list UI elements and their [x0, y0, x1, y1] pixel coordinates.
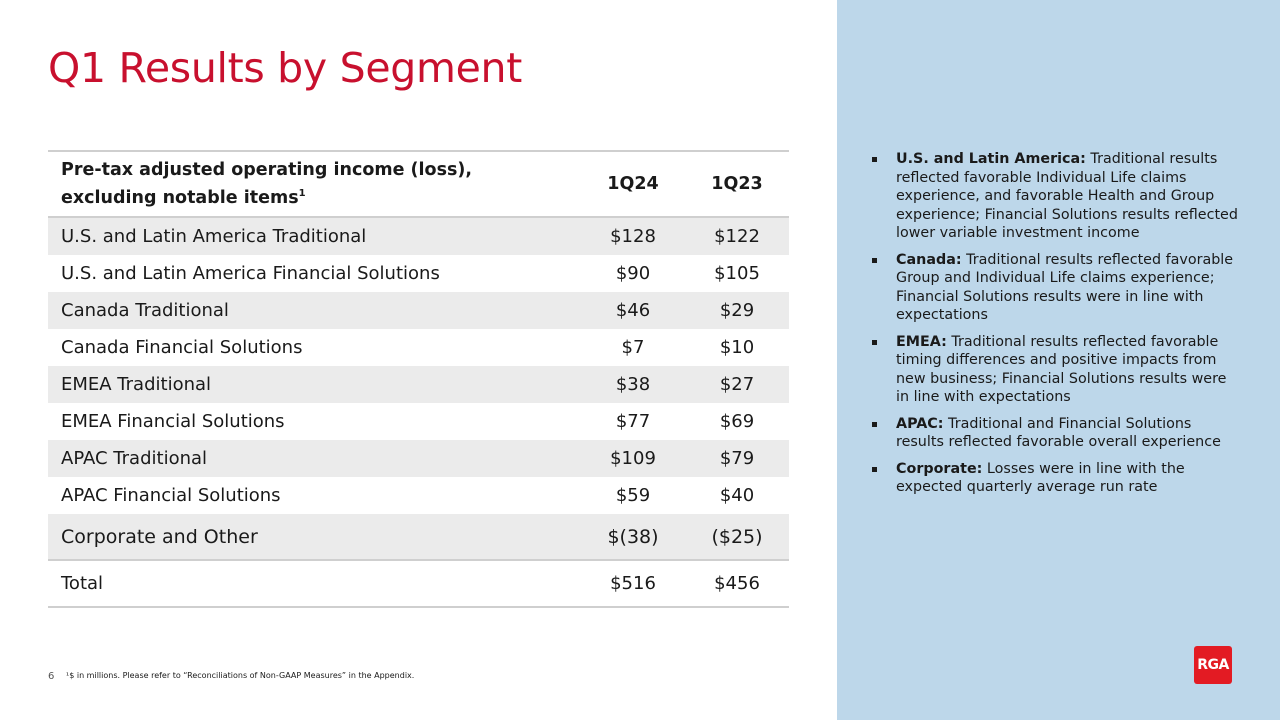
header-col-1q24: 1Q24: [607, 174, 659, 194]
row-value-1q24: $(38): [607, 525, 659, 548]
commentary-heading: EMEA:: [896, 333, 947, 350]
rga-logo: RGA: [1194, 646, 1232, 684]
table-row: U.S. and Latin America Traditional $128 …: [48, 218, 789, 255]
row-label: EMEA Traditional: [61, 374, 212, 395]
commentary-text: Losses were in line with the expected qu…: [896, 460, 1185, 496]
commentary-text: Traditional results reflected favorable …: [896, 333, 1227, 406]
bullet-icon: [872, 466, 877, 472]
header-label-line1: Pre-tax adjusted operating income (loss)…: [61, 159, 473, 180]
table-header: Pre-tax adjusted operating income (loss)…: [48, 152, 789, 218]
row-value-1q24: $516: [610, 573, 656, 594]
bullet-icon: [872, 257, 877, 263]
commentary-heading: Corporate:: [896, 460, 983, 477]
row-value-1q24: $90: [615, 263, 651, 284]
row-value-1q24: $128: [610, 226, 656, 247]
row-label: Canada Financial Solutions: [61, 337, 303, 358]
row-label: Canada Traditional: [61, 300, 229, 321]
commentary-item: Corporate: Losses were in line with the …: [870, 460, 1240, 497]
row-label: Corporate and Other: [61, 525, 258, 548]
row-label: APAC Financial Solutions: [61, 485, 281, 506]
commentary-text: Traditional results reflected favorable …: [896, 151, 1238, 241]
row-label: Total: [61, 573, 104, 594]
table-row-corporate: Corporate and Other $(38) ($25): [48, 514, 789, 561]
row-value-1q24: $7: [621, 337, 645, 358]
commentary-list: U.S. and Latin America: Traditional resu…: [870, 150, 1240, 505]
results-table: Pre-tax adjusted operating income (loss)…: [48, 150, 789, 608]
table-row: EMEA Financial Solutions $77 $69: [48, 403, 789, 440]
commentary-item: EMEA: Traditional results reflected favo…: [870, 333, 1240, 407]
table-row: APAC Financial Solutions $59 $40: [48, 477, 789, 514]
commentary-heading: Canada:: [896, 251, 962, 268]
table-row-total: Total $516 $456: [48, 561, 789, 608]
row-value-1q23: $79: [719, 448, 755, 469]
commentary-heading: APAC:: [896, 415, 944, 432]
header-label: Pre-tax adjusted operating income (loss)…: [48, 159, 581, 210]
table-row: Canada Financial Solutions $7 $10: [48, 329, 789, 366]
row-value-1q24: $109: [610, 448, 656, 469]
commentary-item: APAC: Traditional and Financial Solution…: [870, 415, 1240, 452]
row-value-1q24: $38: [615, 374, 651, 395]
commentary-heading: U.S. and Latin America:: [896, 151, 1086, 167]
row-value-1q23: $69: [719, 411, 755, 432]
page-title: Q1 Results by Segment: [48, 44, 522, 92]
row-value-1q23: $40: [719, 485, 755, 506]
bullet-icon: [872, 339, 877, 345]
commentary-item: U.S. and Latin America: Traditional resu…: [870, 150, 1240, 243]
row-value-1q23: $10: [719, 337, 755, 358]
row-value-1q23: $456: [714, 573, 760, 594]
row-label: U.S. and Latin America Financial Solutio…: [61, 263, 440, 284]
header-col-1q23: 1Q23: [711, 174, 763, 194]
table-row: Canada Traditional $46 $29: [48, 292, 789, 329]
commentary-item: Canada: Traditional results reflected fa…: [870, 251, 1240, 325]
footnote-marker: 1: [298, 187, 306, 199]
row-value-1q24: $77: [615, 411, 651, 432]
row-value-1q24: $46: [615, 300, 651, 321]
row-value-1q23: $105: [714, 263, 760, 284]
row-label: APAC Traditional: [61, 448, 208, 469]
table-row: APAC Traditional $109 $79: [48, 440, 789, 477]
header-label-line2: excluding notable items: [61, 187, 299, 208]
logo-text: RGA: [1197, 657, 1229, 673]
commentary-panel: [837, 0, 1280, 720]
row-value-1q23: $27: [719, 374, 755, 395]
row-label: EMEA Financial Solutions: [61, 411, 285, 432]
commentary-text: Traditional and Financial Solutions resu…: [896, 415, 1221, 451]
row-value-1q23: ($25): [711, 525, 763, 548]
footnote: ¹$ in millions. Please refer to “Reconci…: [66, 671, 415, 680]
row-value-1q23: $122: [714, 226, 760, 247]
commentary-text: Traditional results reflected favorable …: [896, 251, 1234, 324]
bullet-icon: [872, 157, 877, 162]
table-row: U.S. and Latin America Financial Solutio…: [48, 255, 789, 292]
row-value-1q24: $59: [615, 485, 651, 506]
row-label: U.S. and Latin America Traditional: [61, 226, 367, 247]
bullet-icon: [872, 421, 877, 427]
page-number: 6: [48, 671, 55, 682]
row-value-1q23: $29: [719, 300, 755, 321]
table-row: EMEA Traditional $38 $27: [48, 366, 789, 403]
